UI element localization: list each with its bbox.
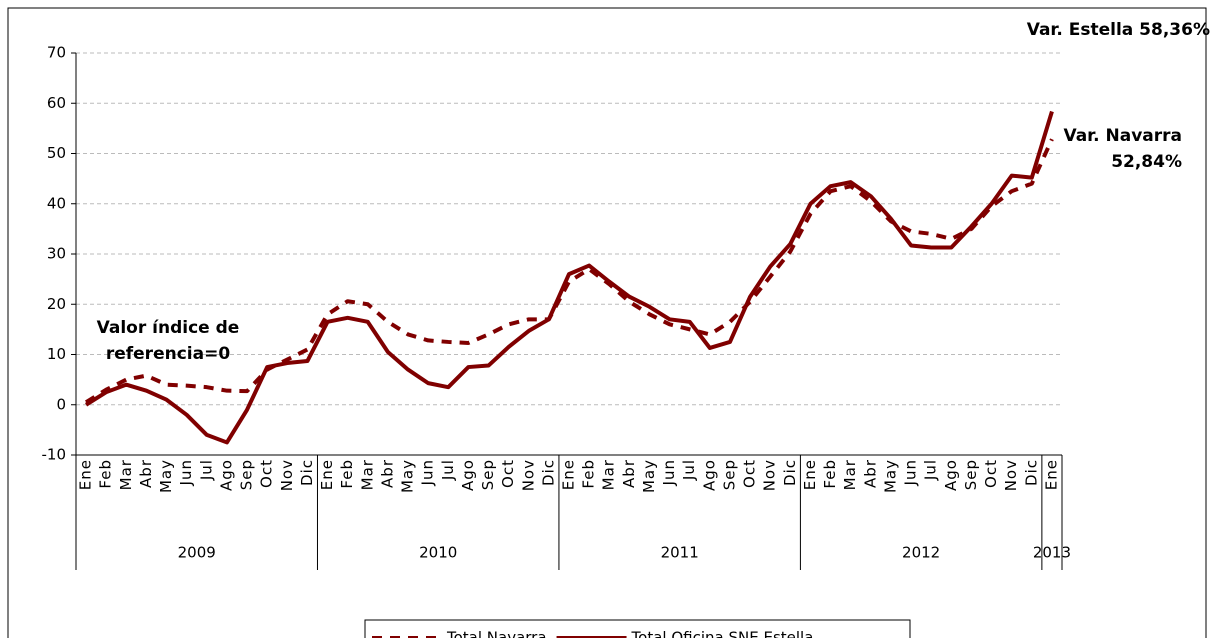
- x-tick-label: Jul: [922, 459, 940, 481]
- group-label: 2009: [178, 544, 216, 562]
- x-tick-label: Oct: [499, 459, 517, 488]
- x-tick-label: Abr: [861, 459, 879, 488]
- x-tick-label: Nov: [1002, 459, 1020, 491]
- x-tick-label: Dic: [539, 459, 557, 486]
- x-tick-label: Jul: [680, 459, 698, 481]
- y-tick-label: 0: [56, 395, 66, 413]
- legend-label: Total Oficina SNE Estella: [631, 629, 814, 638]
- y-tick-label: 50: [47, 144, 66, 162]
- annotation: 52,84%: [1111, 152, 1182, 172]
- group-label: 2012: [902, 544, 940, 562]
- x-tick-label: Ene: [1042, 459, 1060, 490]
- y-tick-label: 70: [47, 44, 66, 62]
- x-tick-label: Feb: [821, 459, 839, 489]
- x-tick-label: Oct: [741, 459, 759, 488]
- group-label: 2010: [419, 544, 457, 562]
- group-label: 2013: [1033, 544, 1071, 562]
- x-tick-label: May: [399, 459, 417, 493]
- x-tick-label: Feb: [338, 459, 356, 489]
- x-tick-label: Sep: [962, 459, 980, 490]
- x-tick-label: Dic: [781, 459, 799, 486]
- x-tick-label: Dic: [298, 459, 316, 486]
- x-tick-label: Nov: [761, 459, 779, 491]
- x-tick-label: Mar: [358, 459, 376, 490]
- x-tick-label: Mar: [841, 459, 859, 490]
- x-tick-label: Jun: [660, 459, 678, 486]
- x-tick-label: Nov: [519, 459, 537, 491]
- x-tick-label: Mar: [117, 459, 135, 490]
- x-tick-label: Nov: [278, 459, 296, 491]
- annotation: referencia=0: [106, 344, 230, 364]
- x-tick-label: Ago: [942, 459, 960, 491]
- y-tick-label: 20: [47, 295, 66, 313]
- x-tick-label: Ene: [801, 459, 819, 490]
- x-tick-label: May: [640, 459, 658, 493]
- x-tick-label: Jun: [902, 459, 920, 486]
- y-tick-label: -10: [42, 446, 67, 464]
- x-tick-label: Sep: [479, 459, 497, 490]
- x-tick-label: May: [157, 459, 175, 493]
- x-tick-label: Sep: [720, 459, 738, 490]
- chart-border: [7, 7, 1207, 638]
- x-tick-label: Jul: [439, 459, 457, 481]
- x-tick-label: Ene: [318, 459, 336, 490]
- x-tick-label: Ene: [77, 459, 95, 490]
- y-tick-label: 10: [47, 345, 66, 363]
- x-tick-label: Feb: [97, 459, 115, 489]
- x-tick-label: Oct: [982, 459, 1000, 488]
- x-tick-label: Jul: [197, 459, 215, 481]
- legend: Total Navarra Total Oficina SNE Estella: [364, 619, 911, 638]
- x-tick-label: Feb: [580, 459, 598, 489]
- x-tick-label: May: [881, 459, 899, 493]
- group-label: 2011: [661, 544, 699, 562]
- annotation: Var. Navarra: [1063, 126, 1182, 146]
- x-tick-label: Ago: [217, 459, 235, 491]
- x-tick-label: Mar: [600, 459, 618, 490]
- annotation: Var. Estella 58,36%: [1027, 20, 1210, 40]
- y-tick-label: 60: [47, 94, 66, 112]
- legend-box: [364, 619, 911, 638]
- x-tick-label: Jun: [419, 459, 437, 486]
- x-tick-label: Dic: [1022, 459, 1040, 486]
- x-tick-label: Jun: [177, 459, 195, 486]
- legend-label: Total Navarra: [446, 629, 547, 638]
- x-tick-label: Ago: [459, 459, 477, 491]
- x-tick-label: Sep: [238, 459, 256, 490]
- x-tick-label: Ene: [560, 459, 578, 490]
- annotation: Valor índice de: [97, 318, 240, 338]
- x-tick-label: Abr: [620, 459, 638, 488]
- y-tick-label: 40: [47, 194, 66, 212]
- x-tick-label: Abr: [378, 459, 396, 488]
- x-tick-label: Ago: [700, 459, 718, 491]
- x-tick-label: Abr: [137, 459, 155, 488]
- series-line: [85, 138, 1054, 404]
- y-tick-label: 30: [47, 245, 66, 263]
- series-line: [85, 110, 1054, 445]
- x-tick-label: Oct: [258, 459, 276, 488]
